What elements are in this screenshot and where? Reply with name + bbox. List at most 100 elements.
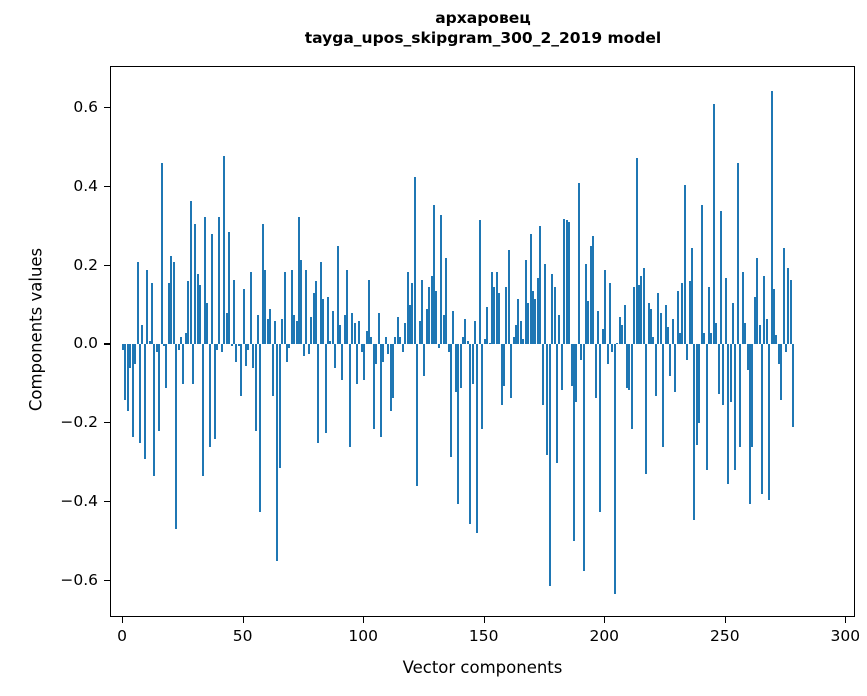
x-tick-mark (122, 617, 124, 623)
bar (382, 344, 385, 363)
bar (360, 344, 363, 353)
bar (580, 344, 583, 361)
bar (543, 263, 546, 345)
bar (204, 216, 207, 345)
bar (358, 320, 361, 345)
bar (630, 344, 633, 430)
bar (493, 287, 496, 345)
bar (741, 271, 744, 345)
bar (305, 269, 308, 345)
bar (753, 297, 756, 345)
bar (625, 344, 628, 388)
bar (657, 293, 660, 345)
bar (399, 336, 402, 345)
bar (587, 301, 590, 345)
bar (288, 344, 291, 349)
bar (312, 293, 315, 345)
bar (654, 344, 657, 396)
bar (515, 324, 518, 345)
bar (604, 269, 607, 345)
bar (712, 104, 715, 345)
x-tick-mark (604, 617, 606, 623)
y-tick-label: 0.6 (73, 98, 98, 117)
bar (290, 269, 293, 345)
bar (678, 332, 681, 345)
bar (143, 344, 146, 459)
bar (324, 344, 327, 433)
bar (481, 344, 484, 430)
y-tick-label: 0.4 (73, 177, 98, 196)
bar (551, 273, 554, 345)
y-tick-label: −0.4 (60, 491, 98, 510)
bar (736, 163, 739, 345)
bar (635, 157, 638, 345)
bar (688, 281, 691, 345)
bar (642, 267, 645, 345)
x-tick-mark (242, 617, 244, 623)
bar (228, 232, 231, 345)
bar (531, 291, 534, 345)
bar (281, 318, 284, 345)
bar (490, 271, 493, 345)
x-tick-mark (363, 617, 365, 623)
bar (536, 277, 539, 345)
bar (223, 155, 226, 345)
bar (715, 322, 718, 345)
bar (633, 287, 636, 345)
bar (719, 210, 722, 345)
bar (729, 344, 732, 402)
bar (380, 344, 383, 437)
bar (351, 312, 354, 345)
bar (486, 307, 489, 345)
y-tick-mark (104, 186, 110, 188)
bar (457, 344, 460, 504)
bar (372, 344, 375, 430)
bar (322, 299, 325, 345)
bar (201, 344, 204, 477)
bar (237, 344, 240, 347)
x-tick-mark (483, 617, 485, 623)
x-tick-label: 50 (232, 627, 253, 645)
x-tick-mark (724, 617, 726, 623)
bar (124, 344, 127, 400)
bar (276, 344, 279, 561)
y-tick-mark (104, 264, 110, 266)
y-tick-mark (104, 107, 110, 109)
x-tick-label: 200 (589, 627, 620, 645)
bar (298, 216, 301, 345)
bar (763, 275, 766, 345)
bar (225, 312, 228, 345)
bar (302, 344, 305, 357)
bar (548, 344, 551, 587)
bar (329, 340, 332, 345)
bar (194, 224, 197, 345)
bar (384, 336, 387, 345)
bar (529, 234, 532, 345)
bar (346, 269, 349, 345)
bar (401, 344, 404, 353)
bar (141, 324, 144, 345)
bar (652, 336, 655, 345)
bar (770, 90, 773, 345)
x-tick-label: 250 (710, 627, 740, 645)
bar (189, 200, 192, 345)
bar (319, 261, 322, 345)
y-tick-mark (104, 579, 110, 581)
bar (695, 344, 698, 445)
bar (459, 344, 462, 388)
bar (445, 257, 448, 345)
bar (367, 279, 370, 345)
bar (777, 344, 780, 365)
bar (575, 344, 578, 402)
bar (266, 318, 269, 345)
bar (705, 344, 708, 471)
bar (462, 336, 464, 345)
bar (134, 344, 137, 365)
bar (167, 283, 170, 345)
bar (568, 222, 571, 345)
bar (421, 279, 424, 345)
y-tick-label: −0.2 (60, 413, 98, 432)
bar (331, 311, 334, 345)
y-tick-mark (104, 343, 110, 345)
